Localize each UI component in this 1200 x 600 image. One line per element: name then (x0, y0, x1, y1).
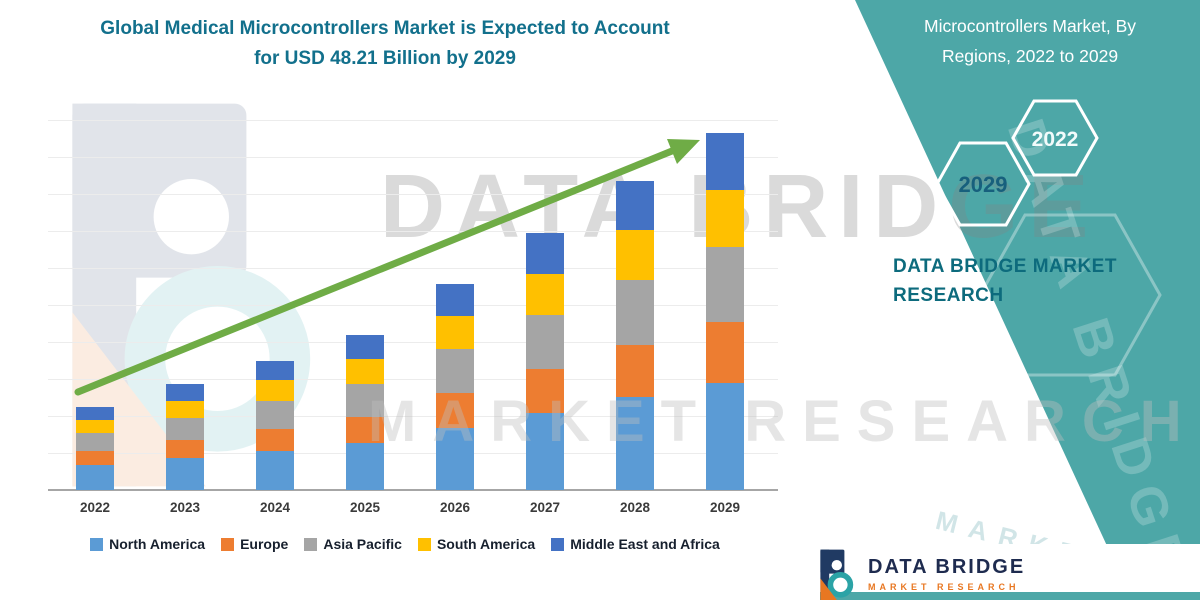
x-axis-label-2026: 2026 (439, 500, 471, 515)
bar-segment-north-america (706, 382, 744, 490)
watermark-market-research: MARKET RESEARCH (368, 389, 1198, 454)
legend-label: Asia Pacific (323, 536, 402, 552)
x-axis-label-2023: 2023 (169, 500, 201, 515)
bar-segment-europe (346, 416, 384, 444)
gridline (48, 453, 778, 454)
legend-label: Europe (240, 536, 289, 552)
bar-segment-north-america (346, 443, 384, 490)
gridline (48, 416, 778, 417)
bar-segment-south-america (346, 359, 384, 385)
bar-2029 (706, 133, 744, 490)
bar-segment-south-america (526, 273, 564, 316)
bar-segment-north-america (166, 458, 204, 490)
bar-segment-asia-pacific (76, 433, 114, 451)
legend-item-south-america: South America (417, 536, 536, 552)
brand-text-line1: DATA BRIDGE MARKET (893, 256, 1117, 277)
bar-segment-middle-east-and-africa (256, 360, 294, 381)
bar-segment-asia-pacific (616, 279, 654, 345)
hexagon-year-2029: 2029 (959, 172, 1008, 197)
data-bridge-logo-icon (820, 549, 854, 600)
bar-segment-north-america (526, 413, 564, 490)
footer-logo: DATA BRIDGE MARKET RESEARCH (818, 548, 1025, 600)
legend-item-europe: Europe (221, 536, 288, 552)
bar-segment-north-america (436, 427, 474, 490)
bar-segment-middle-east-and-africa (166, 384, 204, 402)
legend-swatch (221, 537, 235, 551)
x-axis-label-2028: 2028 (619, 500, 651, 515)
bar-segment-south-america (256, 380, 294, 402)
legend-swatch (90, 537, 104, 551)
chart-legend: North America Europe Asia Pacific South Ame… (30, 536, 780, 552)
legend-swatch (304, 537, 318, 551)
bar-segment-asia-pacific (526, 315, 564, 370)
chart-title-line2: for USD 48.21 Billion by 2029 (254, 48, 516, 70)
legend-label: Middle East and Africa (570, 536, 720, 552)
legend-item-north-america: North America (90, 536, 205, 552)
bar-segment-north-america (76, 464, 114, 490)
legend-label: North America (109, 536, 206, 552)
legend-label: South America (436, 536, 536, 552)
footer-logo-name: DATA BRIDGE (868, 556, 1026, 578)
bar-segment-middle-east-and-africa (346, 334, 384, 359)
legend-item-asia-pacific: Asia Pacific (304, 536, 402, 552)
bar-segment-north-america (616, 397, 654, 490)
bar-segment-europe (706, 321, 744, 383)
bar-segment-middle-east-and-africa (706, 133, 744, 191)
bar-segment-europe (76, 450, 114, 465)
legend-swatch (551, 537, 565, 551)
bar-segment-asia-pacific (256, 401, 294, 429)
bar-segment-south-america (166, 401, 204, 419)
bar-segment-north-america (256, 450, 294, 490)
chart-title-line1: Global Medical Microcontrollers Market i… (100, 18, 670, 39)
bar-segment-europe (166, 440, 204, 459)
x-axis-label-2029: 2029 (709, 500, 741, 515)
gridline (48, 120, 778, 121)
x-axis-label-2024: 2024 (259, 500, 291, 515)
bar-segment-middle-east-and-africa (616, 180, 654, 231)
bar-segment-south-america (76, 419, 114, 433)
bar-segment-south-america (706, 190, 744, 248)
x-axis-label-2025: 2025 (349, 500, 381, 515)
year-hexagons: 2029 2022 (935, 99, 1099, 227)
bar-segment-middle-east-and-africa (526, 233, 564, 274)
x-axis-label-2027: 2027 (529, 500, 561, 515)
x-axis-label-2022: 2022 (79, 500, 111, 515)
brand-text: DATA BRIDGE MARKET RESEARCH (893, 252, 1133, 311)
bar-2023 (166, 384, 204, 490)
bar-segment-asia-pacific (706, 247, 744, 322)
bar-2022 (76, 407, 114, 490)
legend-item-middle-east-and-africa: Middle East and Africa (551, 536, 720, 552)
legend-swatch (417, 537, 431, 551)
bar-segment-europe (256, 428, 294, 451)
hexagon-year-2022: 2022 (1032, 128, 1079, 151)
decorative-hexagon-outline (978, 213, 1162, 377)
right-panel-heading: Microcontrollers Market, By Regions, 202… (924, 16, 1136, 66)
bar-segment-middle-east-and-africa (76, 407, 114, 420)
bar-segment-middle-east-and-africa (436, 283, 474, 317)
bar-segment-asia-pacific (166, 418, 204, 441)
x-axis-line (48, 489, 778, 491)
footer-teal-strip (820, 592, 1200, 600)
bar-segment-south-america (436, 316, 474, 350)
bar-segment-europe (436, 393, 474, 428)
bar-segment-asia-pacific (436, 349, 474, 394)
footer-logo-text: DATA BRIDGE MARKET RESEARCH (868, 548, 1025, 592)
brand-text-line2: RESEARCH (893, 285, 1004, 307)
bar-2024 (256, 360, 294, 491)
bar-2026 (436, 283, 474, 490)
bar-segment-south-america (616, 230, 654, 280)
chart-title: Global Medical Microcontrollers Market i… (35, 14, 735, 75)
footer-logo-subtitle: MARKET RESEARCH (868, 582, 1020, 592)
